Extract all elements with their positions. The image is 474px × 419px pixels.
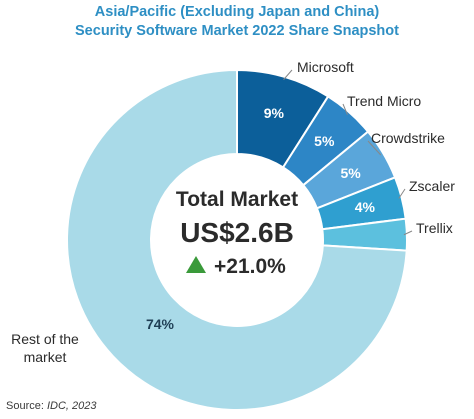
leader-lines-group: [283, 69, 413, 236]
data-label-microsoft: 9%: [264, 105, 285, 121]
source-note: Source: IDC, 2023: [6, 400, 97, 412]
leader-line-trend-micro: [342, 103, 348, 115]
slices-group: [66, 68, 408, 411]
slice-rest-of-the-market: [66, 68, 408, 411]
title-line-1: Asia/Pacific (Excluding Japan and China): [94, 4, 380, 20]
category-label-trend-micro: Trend Micro: [347, 93, 421, 109]
category-label-rest-of-the-market: Rest of the market: [11, 331, 79, 365]
leader-line-microsoft: [283, 69, 293, 80]
title-line-2: Security Software Market 2022 Share Snap…: [75, 23, 399, 39]
source-label: Source:: [6, 400, 44, 412]
triangle-up-icon: [186, 256, 206, 273]
source-value: IDC, 2023: [46, 400, 97, 412]
center-value: US$2.6B: [180, 217, 294, 248]
category-label-microsoft: Microsoft: [297, 59, 354, 75]
category-label-trellix: Trellix: [416, 220, 453, 236]
data-label-trend-micro: 5%: [314, 133, 335, 149]
data-labels-group: 9% 5% 5% 4% 74%: [146, 105, 376, 332]
chart-title: Asia/Pacific (Excluding Japan and China)…: [0, 3, 474, 41]
leader-line-zscaler: [398, 188, 406, 199]
leader-line-crowdstrike: [367, 140, 382, 156]
center-label: Total Market: [176, 188, 298, 211]
data-label-rest-of-the-market: 74%: [146, 316, 175, 332]
category-label-crowdstrike: Crowdstrike: [371, 130, 445, 146]
center-growth: +21.0%: [214, 255, 286, 278]
leader-line-trellix: [403, 230, 413, 236]
category-label-zscaler: Zscaler: [409, 178, 455, 194]
data-label-zscaler: 4%: [355, 199, 376, 215]
data-label-crowdstrike: 5%: [341, 165, 362, 181]
center-summary: Total Market US$2.6B +21.0%: [176, 188, 298, 278]
category-labels-group: Microsoft Trend Micro Crowdstrike Zscaler Tr…: [11, 59, 455, 365]
